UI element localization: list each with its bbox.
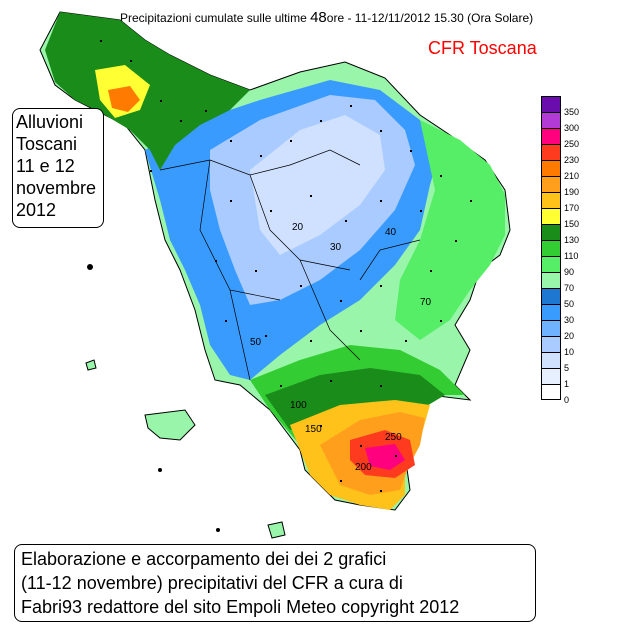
zone-5mm: [250, 115, 385, 255]
elba-island: [144, 409, 196, 441]
legend-swatch: [541, 224, 561, 240]
legend-label: 350: [564, 107, 580, 117]
legend-label: 130: [564, 235, 580, 245]
contour-label: 50: [250, 337, 262, 348]
legend-swatch: [541, 144, 561, 160]
legend-swatch: [541, 320, 561, 336]
station-dots: [100, 40, 472, 492]
legend-label: 150: [564, 219, 580, 229]
legend-label: 10: [564, 347, 575, 357]
zone-230mm-apuane: [108, 86, 140, 112]
gorgona-island: [87, 264, 93, 270]
legend-swatch: [541, 112, 561, 128]
contour-label: 150: [305, 424, 322, 435]
legend-label: 5: [564, 363, 570, 373]
legend-label: 110: [564, 251, 579, 261]
contour-label: 20: [292, 222, 304, 233]
legend-swatch: [541, 128, 561, 144]
credits-line: (11-12 novembre) precipitativi del CFR a…: [21, 573, 403, 593]
montecristo-island: [216, 528, 220, 532]
event-title-line: Alluvioni: [16, 112, 84, 132]
event-title-line: 2012: [16, 200, 57, 220]
event-title-line: novembre: [16, 178, 97, 198]
legend-label: 90: [564, 267, 575, 277]
contour-label: 250: [385, 432, 402, 443]
zone-90mm-east: [395, 120, 505, 340]
legend-swatch: [541, 272, 561, 288]
legend-swatches: [541, 96, 561, 400]
zone-130mm-south: [265, 368, 445, 430]
legend-label: 70: [564, 283, 575, 293]
legend-label: 250: [564, 139, 580, 149]
legend-label: 210: [564, 171, 580, 181]
credits-box: Elaborazione e accorpamento dei dei 2 gr…: [14, 544, 536, 622]
legend-label: 30: [564, 315, 575, 325]
legend-label: 1: [564, 379, 570, 389]
legend-swatch: [541, 176, 561, 192]
event-title-line: 11 e 12: [16, 156, 75, 176]
contour-label: 30: [330, 242, 342, 253]
legend-swatch: [541, 384, 561, 400]
legend-label: 0: [564, 395, 570, 405]
brand-label: CFR Toscana: [428, 38, 537, 58]
legend-swatch: [541, 352, 561, 368]
legend-swatch: [541, 304, 561, 320]
contour-label: 70: [420, 297, 432, 308]
zone-300mm-south: [365, 444, 405, 470]
title-suffix: ore - 11-12/11/2012 15.30 (Ora Solare): [326, 11, 534, 25]
credits-line: Fabri93 redattore del sito Empoli Meteo …: [21, 597, 460, 617]
legend-label: 20: [564, 331, 575, 341]
legend-label: 230: [564, 155, 580, 165]
giglio-island: [267, 521, 286, 539]
legend-label: 170: [564, 203, 580, 213]
legend-swatch: [541, 288, 561, 304]
contour-label: 40: [385, 227, 397, 238]
legend-swatch: [541, 208, 561, 224]
legend-label: 50: [564, 299, 575, 309]
credits-line: Elaborazione e accorpamento dei dei 2 gr…: [21, 549, 387, 569]
pianosa-island: [158, 468, 162, 472]
legend-swatch: [541, 240, 561, 256]
legend-swatch: [541, 96, 561, 112]
title-hours: 48: [310, 9, 327, 26]
map-title: Precipitazioni cumulate sulle ultime 48o…: [120, 9, 533, 26]
event-title-line: Toscani: [16, 134, 78, 154]
legend-swatch: [541, 160, 561, 176]
event-title-box: Alluvioni Toscani 11 e 12 novembre 2012: [12, 108, 104, 228]
title-prefix: Precipitazioni cumulate sulle ultime: [120, 11, 307, 25]
capraia-island: [85, 359, 97, 371]
legend-swatch: [541, 256, 561, 272]
legend-label: 300: [564, 123, 580, 133]
legend-labels: 350 300 250 230 210 190 170 150 130 110 90 70 50 30 20…: [564, 104, 579, 408]
contour-label: 200: [355, 462, 372, 473]
contour-label: 100: [290, 400, 307, 411]
legend-swatch: [541, 368, 561, 384]
legend-label: 190: [564, 187, 580, 197]
legend-swatch: [541, 192, 561, 208]
legend-swatch: [541, 336, 561, 352]
